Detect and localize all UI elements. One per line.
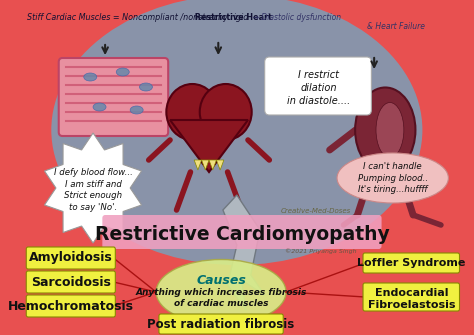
Ellipse shape [116,68,129,76]
Ellipse shape [139,83,153,91]
Circle shape [200,84,252,140]
FancyBboxPatch shape [264,57,371,115]
Ellipse shape [51,0,422,265]
Text: Sarcoidosis: Sarcoidosis [31,275,111,288]
PathPatch shape [45,133,142,243]
Text: Causes: Causes [196,274,246,287]
Polygon shape [223,195,264,310]
Ellipse shape [337,153,448,203]
FancyBboxPatch shape [59,58,168,136]
Text: I defy blood flow...
I am stiff and
Strict enough
to say 'No'.: I defy blood flow... I am stiff and Stri… [54,168,133,212]
Polygon shape [209,160,217,170]
Text: Hemochromatosis: Hemochromatosis [8,299,134,313]
Polygon shape [194,160,201,170]
Ellipse shape [355,87,415,173]
FancyBboxPatch shape [26,247,115,269]
Ellipse shape [156,260,286,325]
Polygon shape [217,160,224,170]
Text: & Heart Failure: & Heart Failure [367,22,425,31]
Text: I can't handle
Pumping blood..
It's tiring...huffff: I can't handle Pumping blood.. It's tiri… [358,162,428,194]
FancyBboxPatch shape [363,253,459,273]
FancyBboxPatch shape [26,271,115,293]
Ellipse shape [376,103,404,157]
Text: Stiff Cardiac Muscles = Noncompliant /nonstrechy rigid: Stiff Cardiac Muscles = Noncompliant /no… [27,13,251,22]
FancyBboxPatch shape [26,295,115,317]
Text: Restrictive Heart: Restrictive Heart [27,13,272,22]
Text: Anything which increases fibrosis
of cardiac muscles: Anything which increases fibrosis of car… [136,288,307,308]
FancyBboxPatch shape [363,283,459,311]
Text: Post radiation fibrosis: Post radiation fibrosis [147,319,295,332]
Text: Endocardial
Fibroelastosis: Endocardial Fibroelastosis [367,288,455,310]
Circle shape [166,84,219,140]
Ellipse shape [130,106,143,114]
Text: Restrictive Cardiomyopathy: Restrictive Cardiomyopathy [95,224,390,244]
Polygon shape [201,160,209,170]
Text: → Diastolic dysfunction: → Diastolic dysfunction [27,13,341,22]
Text: Creative-Med-Doses: Creative-Med-Doses [281,208,351,214]
Text: Loffler Syndrome: Loffler Syndrome [357,258,465,268]
Polygon shape [170,120,248,172]
Text: Amyloidosis: Amyloidosis [29,252,113,265]
Text: I restrict
dilation
in diastole....: I restrict dilation in diastole.... [287,70,350,106]
Ellipse shape [84,73,97,81]
Ellipse shape [93,103,106,111]
Text: ©2021 Priyanga Singh: ©2021 Priyanga Singh [284,248,356,254]
FancyBboxPatch shape [102,215,382,249]
FancyBboxPatch shape [159,314,283,334]
